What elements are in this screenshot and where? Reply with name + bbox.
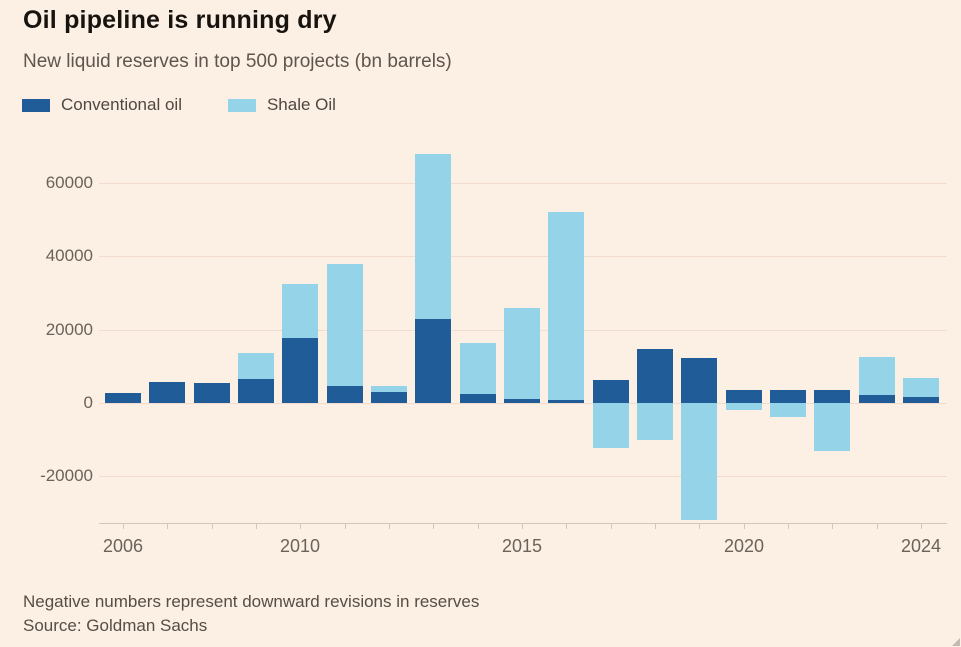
bar-shale-2013 [415,153,451,319]
x-axis-tick [389,523,390,529]
x-axis-tick [212,523,213,529]
chart-source: Source: Goldman Sachs [23,616,208,635]
legend-swatch-icon [22,98,50,112]
y-axis-tick-label: 40000 [45,246,93,266]
bar-conventional-2007 [149,381,185,403]
gridline [99,183,947,185]
chart-subtitle: New liquid reserves in top 500 projects … [23,51,452,72]
x-axis-tick [345,523,346,529]
bar-conventional-2023 [859,394,895,403]
bar-conventional-2008 [194,382,230,403]
bar-conventional-2010 [282,337,318,403]
bar-conventional-2020 [726,390,762,403]
x-axis-tick [478,523,479,529]
bar-shale-2011 [327,263,363,386]
bar-conventional-2015 [504,398,540,403]
x-axis-tick [655,523,656,529]
x-axis-tick-label: 2024 [900,536,942,556]
y-axis-tick-label: 0 [83,393,93,412]
bar-conventional-2011 [327,385,363,403]
x-axis-tick [832,523,833,529]
bar-conventional-2019 [681,357,717,403]
bar-conventional-2006 [105,392,141,403]
y-axis-tick-label: 20000 [45,319,93,339]
legend-label: Conventional oil [61,95,182,114]
x-axis-tick-label: 2006 [102,536,144,556]
bar-conventional-2021 [770,390,806,403]
bar-shale-2009 [238,353,274,379]
bar-conventional-2022 [814,390,850,403]
legend-label: Shale Oil [266,95,336,114]
x-axis-tick [167,523,168,529]
bar-conventional-2009 [238,378,274,403]
legend-swatch-icon [227,98,256,112]
x-axis-tick [788,523,789,529]
x-axis-tick-label: 2010 [279,536,321,556]
x-axis-tick [522,523,523,529]
x-axis-tick [256,523,257,529]
x-axis-tick [611,523,612,529]
gridline [99,256,947,258]
bar-conventional-2016 [548,400,584,403]
x-axis-tick [921,523,922,529]
gridline [99,476,947,478]
y-axis-tick-label: -20000 [40,466,93,486]
legend-item: Shale Oil [227,95,336,115]
resize-handle-icon[interactable] [952,638,960,646]
legend-item: Conventional oil [22,95,182,115]
chart-title: Oil pipeline is running dry [23,6,337,34]
legend: Conventional oil Shale Oil [22,95,336,115]
bar-conventional-2014 [460,394,496,403]
bar-shale-2010 [282,283,318,338]
x-axis-tick [566,523,567,529]
x-axis-tick [877,523,878,529]
x-axis-line [99,523,947,524]
bar-shale-2024 [903,378,939,398]
bar-shale-2020 [726,403,762,410]
bar-conventional-2012 [371,392,407,403]
chart-footnote: Negative numbers represent downward revi… [23,592,480,611]
x-axis-tick [123,523,124,529]
bar-shale-2012 [371,386,407,392]
x-axis-tick [300,523,301,529]
bar-shale-2017 [593,403,629,449]
bar-shale-2021 [770,403,806,417]
bar-shale-2023 [859,356,895,395]
bar-shale-2022 [814,403,850,451]
bar-shale-2018 [637,403,673,440]
bar-shale-2016 [548,211,584,401]
x-axis-tick-label: 2015 [501,536,543,556]
x-axis-tick [433,523,434,529]
x-axis-tick [699,523,700,529]
x-axis-tick-label: 2020 [723,536,765,556]
x-axis-tick [744,523,745,529]
bar-conventional-2024 [903,397,939,403]
bar-conventional-2017 [593,380,629,403]
bar-shale-2019 [681,403,717,521]
bar-conventional-2018 [637,348,673,403]
bar-shale-2015 [504,308,540,399]
bar-shale-2014 [460,342,496,395]
y-axis-tick-label: 60000 [45,173,93,193]
gridline [99,403,947,404]
bar-conventional-2013 [415,318,451,403]
